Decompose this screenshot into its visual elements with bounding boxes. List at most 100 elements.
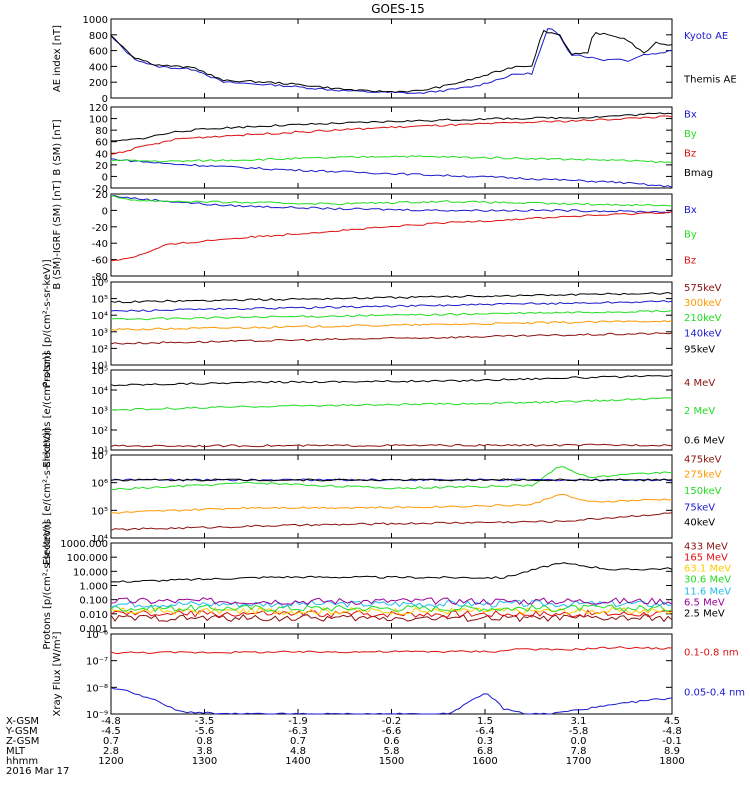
legend-label: 95keV: [684, 344, 715, 355]
x-tick-value: 1200: [98, 756, 123, 767]
y-tick-label: 0.010: [79, 610, 108, 621]
x-row-label: X-GSM: [6, 716, 39, 727]
legend-label: Themis AE: [683, 74, 737, 85]
y-tick-label: 10³: [91, 328, 108, 339]
y-tick-label: 80: [95, 126, 108, 137]
legend-label: 0.1-0.8 nm: [684, 648, 739, 659]
legend-label: By: [684, 229, 697, 240]
y-tick-label: 10⁴: [91, 311, 108, 322]
x-tick-value: 4.5: [664, 716, 680, 727]
y-tick-label: 10²: [91, 426, 108, 437]
panel-xray: 10⁻⁹ 10⁻⁸ 10⁻⁷ 10⁻⁶ Xray Flux [W/m²] 0.1-0.8 …: [52, 630, 745, 721]
y-axis-label: Protons [p/(cm²-s-sr-keV)]: [42, 521, 53, 649]
x-row-label: hhmm: [6, 756, 38, 767]
legend-label: Bz: [684, 256, 696, 267]
y-tick-label: -20: [92, 223, 108, 234]
y-tick-label: 60: [95, 138, 108, 149]
series-line-575kev: [110, 332, 673, 345]
x-row-label: Y-GSM: [5, 726, 38, 737]
x-tick-value: 2.8: [103, 746, 119, 757]
legend-label: 30.6 MeV: [684, 575, 731, 586]
x-row-label: 2016 Mar 17: [6, 766, 69, 777]
panel-frame: [110, 106, 673, 189]
x-tick-value: 1800: [659, 756, 684, 767]
legend-label: 2.5 MeV: [684, 609, 725, 620]
panel-ae: 0 200 400 600 800 1000 AE index [nT] Kyoto AE Th…: [52, 15, 737, 105]
y-axis-label: AE index [nT]: [52, 25, 63, 92]
x-tick-value: 8.9: [664, 746, 680, 757]
series-line-140kev: [110, 300, 673, 312]
series-line-2-mev: [110, 397, 673, 412]
legend-label: By: [684, 129, 697, 140]
series-line-300kev: [110, 319, 673, 332]
series-line-275kev: [110, 493, 673, 514]
series-line-95kev: [110, 291, 673, 304]
y-axis-label: Protons [p/(cm²-s-sr-keV)]: [42, 259, 53, 387]
x-tick-value: 6.8: [477, 746, 493, 757]
y-axis-label: Electrons [e/(cm²-s-sr-keV)]: [42, 428, 53, 565]
y-tick-label: 10⁻⁷: [86, 657, 108, 668]
y-tick-label: 10⁶: [91, 479, 108, 490]
y-tick-label: -60: [92, 256, 108, 267]
y-tick-label: -40: [92, 239, 108, 250]
legend-label: 0.6 MeV: [684, 436, 725, 447]
legend-label: 75keV: [684, 502, 715, 513]
x-tick-value: 3.8: [197, 746, 213, 757]
y-tick-label: 120: [89, 103, 108, 114]
series-line-bx: [110, 158, 673, 188]
y-tick-label: 10⁵: [91, 506, 108, 517]
y-tick-label: 1000: [83, 15, 108, 26]
series-line-40kev: [110, 478, 673, 482]
series-line-2-5-mev: [110, 562, 673, 583]
series-line-6-5-mev: [110, 597, 673, 606]
series-line-475kev: [110, 512, 673, 532]
y-tick-label: 1000.000: [60, 539, 108, 550]
legend-label: 150keV: [684, 486, 722, 497]
series-line-bz: [110, 115, 673, 155]
x-tick-value: 0.8: [197, 736, 213, 747]
x-tick-value: -4.5: [101, 726, 121, 737]
chart-title: GOES-15: [371, 2, 425, 16]
y-tick-label: 1.000: [79, 582, 108, 593]
y-tick-label: 800: [89, 31, 108, 42]
y-axis-label: Electrons [e/(cm²-s-sr)]: [42, 352, 53, 468]
series-line-11-6-mev: [110, 599, 673, 608]
y-tick-label: 40: [95, 149, 108, 160]
x-tick-value: 1300: [192, 756, 217, 767]
x-tick-value: -6.4: [475, 726, 495, 737]
series-line-30-6-mev: [110, 604, 673, 613]
y-tick-label: 10¹: [91, 446, 108, 457]
y-tick-label: 10⁵: [91, 366, 108, 377]
x-tick-value: 0.3: [477, 736, 493, 747]
panel-protons2: 0.001 0.010 0.100 1.000 10.000 100.000 1000.00…: [42, 521, 731, 649]
panel-electrons1: 10¹ 10² 10³ 10⁴ 10⁵ Electrons [e/(cm²-s-sr)] 4…: [42, 352, 725, 468]
x-tick-value: 1500: [379, 756, 404, 767]
series-line-0-1-0-8-nm: [110, 646, 673, 655]
x-tick-value: -3.5: [195, 716, 215, 727]
legend-label: 140keV: [684, 329, 722, 340]
y-tick-label: 20: [95, 190, 108, 201]
x-tick-value: 0.0: [571, 736, 587, 747]
series-line-themis-ae: [110, 29, 673, 94]
x-tick-value: -4.8: [662, 726, 682, 737]
series-line-210kev: [110, 309, 673, 321]
legend-label: 40keV: [684, 517, 715, 528]
x-tick-value: -1.9: [288, 716, 308, 727]
x-tick-value: 1.5: [477, 716, 493, 727]
y-tick-label: -80: [92, 272, 108, 283]
y-tick-label: 10⁻⁹: [86, 710, 108, 721]
x-tick-value: 5.8: [384, 746, 400, 757]
x-tick-value: 1700: [566, 756, 591, 767]
y-axis-label: B (SM) [nT]: [52, 119, 63, 175]
series-line-bmag: [111, 112, 673, 142]
legend-label: 0.05-0.4 nm: [684, 688, 745, 699]
legend-label: 2 MeV: [684, 406, 715, 417]
y-tick-label: 100.000: [67, 553, 108, 564]
legend-label: Bmag: [684, 168, 713, 179]
series-line-by: [110, 195, 673, 207]
x-tick-value: -0.2: [382, 716, 402, 727]
y-tick-label: 10²: [91, 344, 108, 355]
panel-protons1: 10¹ 10² 10³ 10⁴ 10⁵ 10⁶ Protons [p/(cm²-s-sr-k…: [42, 259, 722, 387]
panel-bigrf: -80 -60 -40 -20 0 20 B (SM)-IGRF (SM) [nT] Bx By…: [52, 180, 697, 289]
y-tick-label: 0.100: [79, 596, 108, 607]
